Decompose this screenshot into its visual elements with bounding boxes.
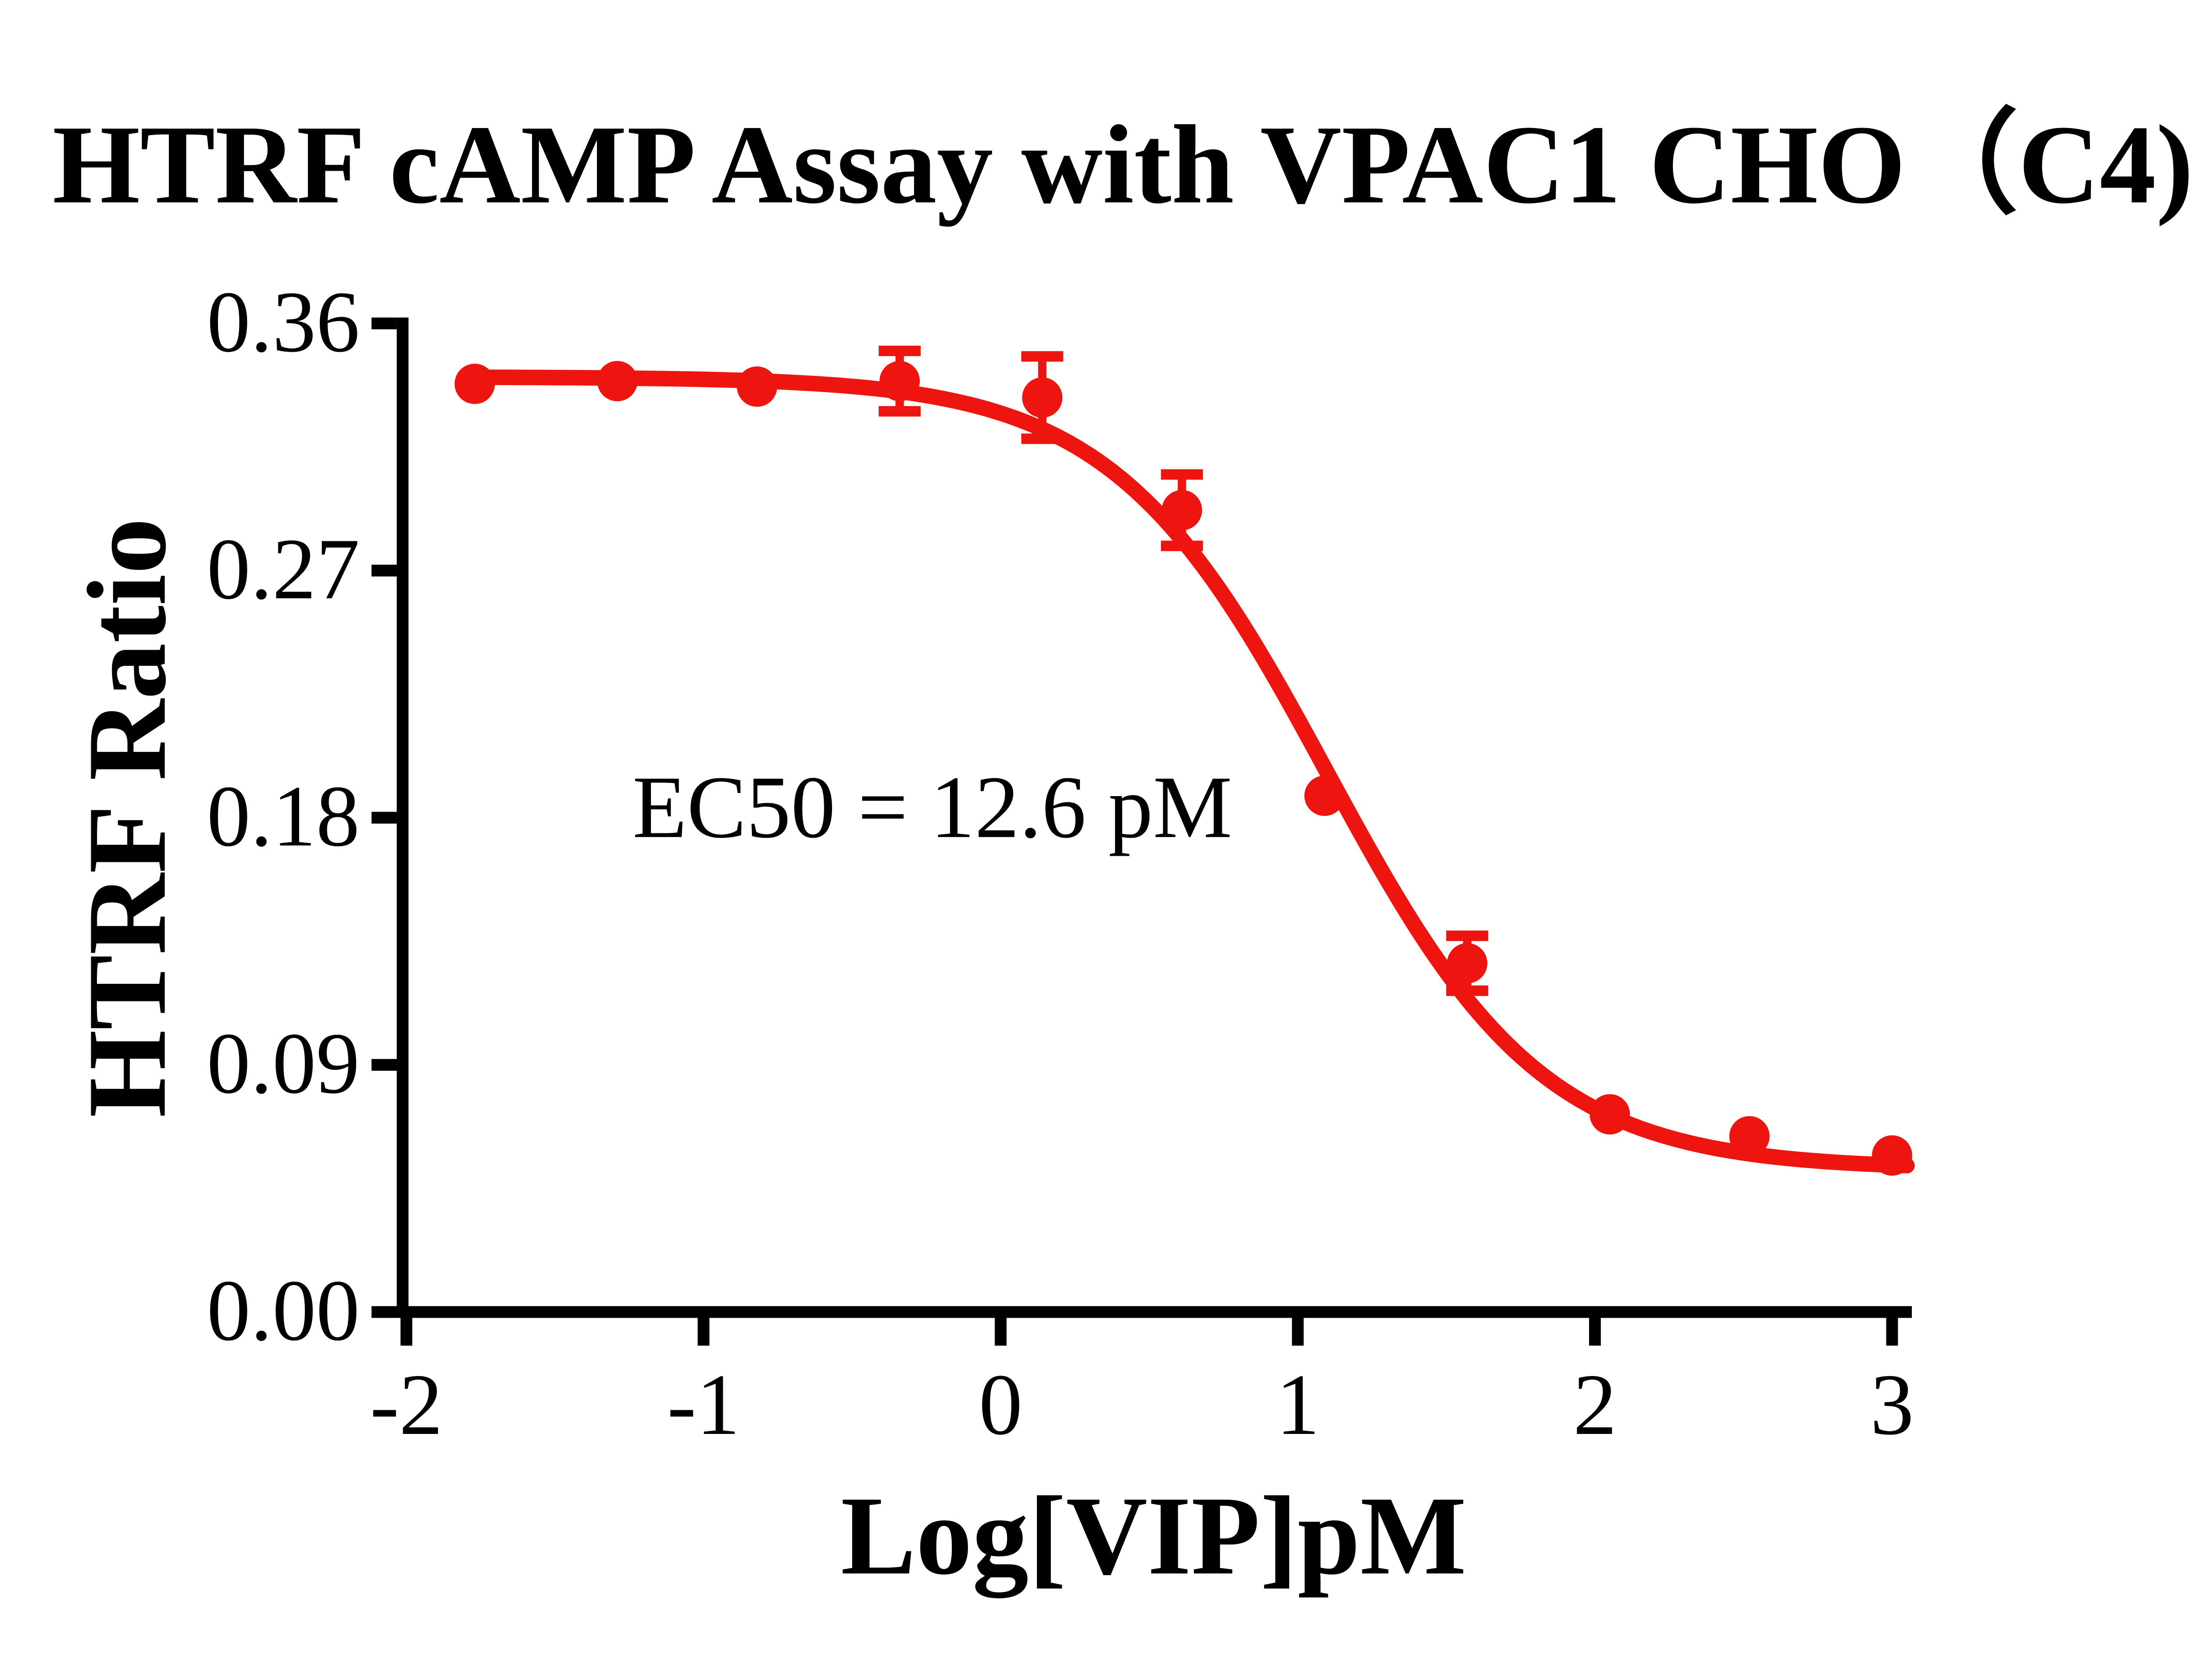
data-point — [737, 366, 778, 407]
data-point — [1872, 1135, 1912, 1176]
axes: 0.36 0.27 0.18 0.09 0.00-2 -1 0 1 2 3 — [207, 274, 1914, 1453]
x-tick-label: -2 — [370, 1356, 443, 1453]
ec50-annotation: EC50 = 12.6 pM — [632, 758, 1232, 856]
x-tick-label: 1 — [1276, 1356, 1320, 1453]
y-tick-label: 0.09 — [207, 1015, 360, 1112]
y-axis-title: HTRF Ratio — [64, 518, 189, 1118]
data-point — [1161, 490, 1202, 531]
y-tick-label: 0.18 — [207, 768, 360, 865]
data-point — [1589, 1094, 1630, 1135]
data-point — [454, 364, 495, 404]
chart-title: HTRF cAMP Assay with VPAC1 CHO（C4) — [53, 102, 2193, 227]
y-tick-label: 0.36 — [207, 274, 360, 371]
data-point — [1304, 776, 1345, 816]
data-point — [1729, 1116, 1770, 1157]
series-vip — [454, 345, 1915, 1176]
y-tick-label: 0.27 — [207, 521, 360, 618]
chart-background — [0, 35, 2193, 1645]
x-tick-label: 3 — [1870, 1356, 1914, 1453]
x-axis-title: Log[VIP]pM — [841, 1473, 1467, 1600]
y-tick-label: 0.00 — [207, 1262, 360, 1359]
x-tick-label: 2 — [1573, 1356, 1617, 1453]
data-point — [1022, 377, 1063, 418]
x-tick-label: 0 — [979, 1356, 1023, 1453]
data-point — [879, 361, 920, 401]
data-point — [597, 361, 638, 401]
data-point — [1447, 943, 1488, 984]
x-tick-label: -1 — [667, 1356, 740, 1453]
